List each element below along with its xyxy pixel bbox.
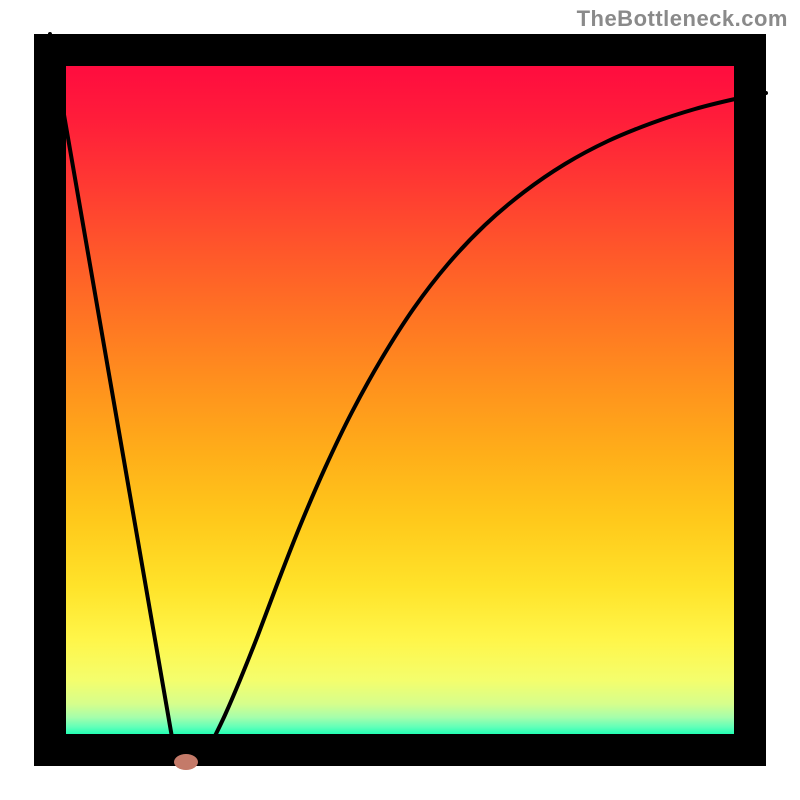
chart-svg bbox=[0, 0, 800, 800]
chart-container: TheBottleneck.com bbox=[0, 0, 800, 800]
watermark-text: TheBottleneck.com bbox=[577, 6, 788, 32]
